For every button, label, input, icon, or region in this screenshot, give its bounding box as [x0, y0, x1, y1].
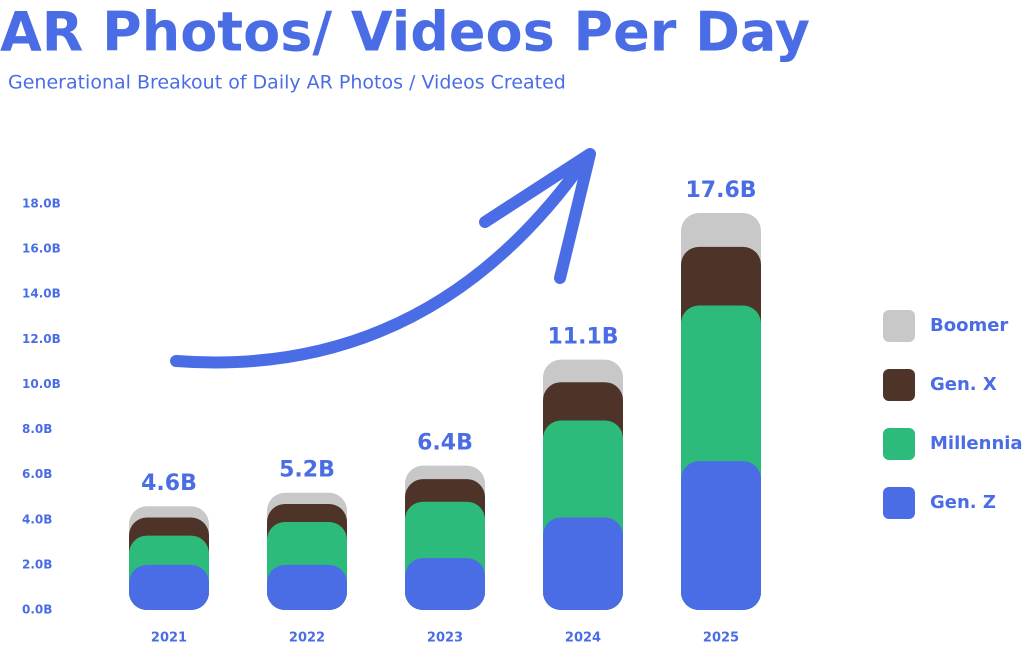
bar-segment [129, 564, 209, 610]
bar-segment [267, 564, 347, 610]
y-tick-label: 18.0B [22, 197, 61, 211]
x-tick-label: 2024 [565, 631, 601, 646]
total-label: 11.1B [547, 325, 618, 350]
total-label: 17.6B [685, 178, 756, 203]
legend-swatch [883, 487, 915, 519]
bar-segment [405, 558, 485, 610]
y-tick-label: 14.0B [22, 287, 61, 301]
y-tick-label: 4.0B [22, 512, 52, 526]
y-tick-label: 8.0B [22, 422, 52, 436]
growth-arrow [170, 148, 596, 369]
y-tick-label: 16.0B [22, 242, 61, 256]
chart-title: AR Photos/ Videos Per Day [0, 1, 810, 64]
x-tick-label: 2022 [289, 631, 325, 646]
total-label: 5.2B [279, 458, 335, 483]
total-label: 4.6B [141, 471, 197, 496]
x-tick-label: 2021 [151, 631, 187, 646]
y-tick-label: 0.0B [22, 603, 52, 617]
chart-subtitle: Generational Breakout of Daily AR Photos… [8, 72, 566, 94]
legend-label: Boomer [930, 315, 1008, 336]
x-tick-label: 2023 [427, 631, 463, 646]
y-tick-label: 2.0B [22, 557, 52, 571]
arrow-shaft [170, 152, 592, 369]
y-tick-label: 12.0B [22, 332, 61, 346]
y-tick-label: 10.0B [22, 377, 61, 391]
bar-segment [543, 517, 623, 610]
y-tick-label: 6.0B [22, 467, 52, 481]
legend-label: Gen. X [930, 374, 997, 395]
arrow-head [479, 148, 596, 284]
legend-swatch [883, 428, 915, 460]
legend-label: Millennial [930, 433, 1024, 454]
legend-swatch [883, 369, 915, 401]
bar-segment [681, 461, 761, 610]
legend-label: Gen. Z [930, 492, 996, 513]
total-label: 6.4B [417, 431, 473, 456]
x-tick-label: 2025 [703, 631, 739, 646]
legend-swatch [883, 310, 915, 342]
